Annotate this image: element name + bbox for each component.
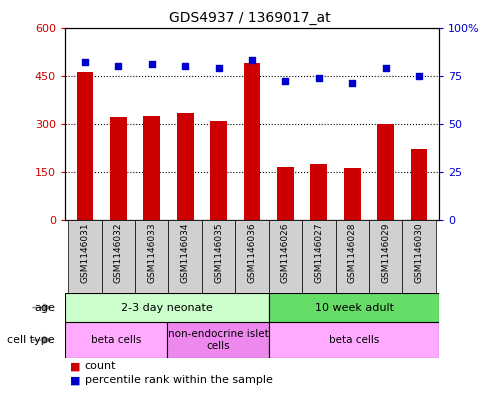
Point: [382, 65, 390, 71]
Text: 10 week adult: 10 week adult: [314, 303, 394, 312]
Point: [81, 59, 89, 65]
Text: beta cells: beta cells: [91, 335, 141, 345]
Point: [181, 63, 189, 69]
Text: beta cells: beta cells: [329, 335, 379, 345]
Bar: [269, 322, 439, 358]
Text: ■: ■: [70, 362, 80, 371]
Text: non-endocrine islet
cells: non-endocrine islet cells: [168, 329, 268, 351]
Bar: [335, 220, 369, 293]
Text: GSM1146032: GSM1146032: [114, 222, 123, 283]
Bar: [402, 220, 436, 293]
Bar: [202, 220, 236, 293]
Bar: [167, 322, 269, 358]
Bar: [377, 124, 394, 220]
Bar: [411, 149, 428, 220]
Bar: [169, 220, 202, 293]
Point: [248, 57, 256, 63]
Text: count: count: [85, 362, 116, 371]
Bar: [244, 63, 260, 220]
Bar: [102, 220, 135, 293]
Point: [415, 72, 423, 79]
Point: [148, 61, 156, 67]
Bar: [110, 118, 127, 220]
Bar: [177, 112, 194, 220]
Text: GSM1146033: GSM1146033: [147, 222, 156, 283]
Point: [348, 80, 356, 86]
Point: [215, 65, 223, 71]
Text: GSM1146031: GSM1146031: [80, 222, 89, 283]
Bar: [65, 322, 167, 358]
Point: [315, 74, 323, 81]
Bar: [236, 220, 268, 293]
Point: [114, 63, 122, 69]
Bar: [76, 72, 93, 220]
Text: 2-3 day neonate: 2-3 day neonate: [121, 303, 213, 312]
Bar: [269, 293, 439, 322]
Text: GSM1146029: GSM1146029: [381, 222, 390, 283]
Text: GDS4937 / 1369017_at: GDS4937 / 1369017_at: [169, 11, 330, 25]
Bar: [344, 168, 361, 220]
Bar: [302, 220, 335, 293]
Text: GSM1146035: GSM1146035: [214, 222, 223, 283]
Bar: [68, 220, 102, 293]
Bar: [65, 293, 269, 322]
Text: GSM1146034: GSM1146034: [181, 222, 190, 283]
Bar: [310, 164, 327, 220]
Text: GSM1146030: GSM1146030: [415, 222, 424, 283]
Text: GSM1146027: GSM1146027: [314, 222, 323, 283]
Text: cell type: cell type: [7, 335, 55, 345]
Text: GSM1146028: GSM1146028: [348, 222, 357, 283]
Text: percentile rank within the sample: percentile rank within the sample: [85, 375, 273, 385]
Text: GSM1146026: GSM1146026: [281, 222, 290, 283]
Point: [281, 78, 289, 84]
Bar: [143, 116, 160, 220]
Bar: [210, 121, 227, 220]
Bar: [369, 220, 402, 293]
Bar: [268, 220, 302, 293]
Bar: [135, 220, 169, 293]
Text: ■: ■: [70, 375, 80, 385]
Text: age: age: [34, 303, 55, 312]
Text: GSM1146036: GSM1146036: [248, 222, 256, 283]
Bar: [277, 167, 294, 220]
